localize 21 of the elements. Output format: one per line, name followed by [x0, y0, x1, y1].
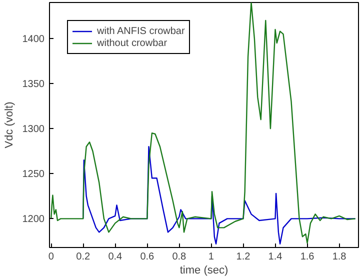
y-tick-label: 1400	[22, 34, 45, 46]
x-tick-label: 1.4	[268, 252, 283, 262]
x-tick-label: 0	[48, 252, 54, 262]
legend-label: with ANFIS crowbar	[97, 25, 185, 37]
x-tick-label: 1.2	[236, 252, 251, 262]
x-tick-label: 1.6	[300, 252, 315, 262]
x-tick-label: 1	[208, 252, 214, 262]
x-tick-label: 0.6	[140, 252, 155, 262]
x-tick-label: 0.4	[108, 252, 123, 262]
y-tick-label: 1250	[22, 169, 45, 180]
y-tick-label: 1300	[22, 124, 45, 136]
line-series	[50, 2, 356, 244]
x-tick-label: 0.8	[172, 252, 187, 262]
x-tick-label: 1.8	[332, 252, 347, 262]
legend-label: without crowbar	[97, 37, 168, 49]
x-tick-label: 0.2	[76, 252, 91, 262]
x-axis-title: time (sec)	[180, 264, 228, 276]
y-tick-label: 1200	[22, 214, 45, 226]
line-series	[82, 146, 356, 244]
y-axis-title: Vdc (volt)	[3, 102, 16, 148]
y-tick-label: 1350	[22, 79, 45, 90]
